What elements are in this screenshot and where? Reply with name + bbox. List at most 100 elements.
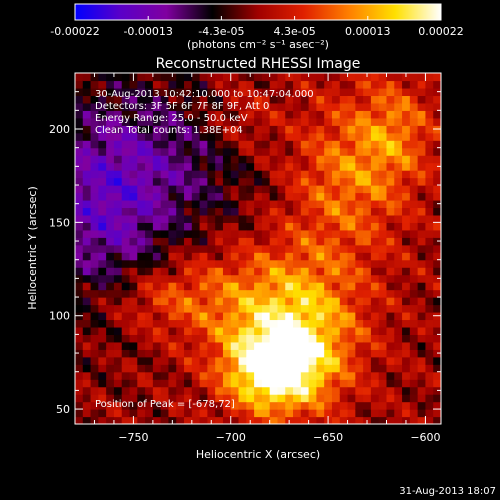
heatmap-cell (137, 289, 146, 298)
heatmap-cell (98, 185, 107, 194)
heatmap-cell (293, 102, 302, 111)
heatmap-cell (215, 252, 224, 261)
heatmap-cell (129, 244, 138, 253)
heatmap-cell (339, 95, 349, 104)
heatmap-cell (176, 177, 185, 186)
heatmap-cell (82, 80, 92, 89)
heatmap-cell (230, 87, 240, 97)
heatmap-cell (417, 162, 427, 171)
heatmap-cell (160, 334, 170, 343)
heatmap-cell (199, 341, 208, 350)
heatmap-cell (417, 125, 427, 134)
heatmap-cell (215, 95, 224, 104)
heatmap-cell (246, 73, 255, 82)
heatmap-cell (425, 162, 434, 171)
heatmap-cell (425, 282, 434, 291)
heatmap-cell (168, 132, 177, 141)
heatmap-cell (378, 304, 388, 313)
heatmap-cell (347, 102, 356, 111)
heatmap-cell (355, 311, 364, 321)
heatmap-cell (285, 192, 294, 201)
heatmap-cell (308, 311, 318, 321)
heatmap-cell (363, 267, 372, 276)
heatmap-cell (394, 289, 403, 298)
heatmap-cell (106, 282, 115, 291)
heatmap-cell (277, 371, 286, 380)
heatmap-cell (199, 132, 208, 141)
heatmap-cell (176, 267, 185, 276)
heatmap-cell (370, 140, 380, 149)
heatmap-cell (417, 356, 427, 365)
heatmap-cell (370, 117, 380, 126)
heatmap-cell (402, 356, 411, 365)
heatmap-cell (316, 416, 325, 424)
heatmap-cell (433, 401, 441, 410)
heatmap-cell (152, 416, 162, 424)
heatmap-cell (152, 409, 162, 418)
heatmap-cell (378, 259, 388, 268)
heatmap-cell (300, 244, 310, 253)
heatmap-cell (355, 401, 364, 410)
heatmap-cell (417, 87, 427, 97)
heatmap-cell (261, 185, 271, 194)
heatmap-cell (300, 222, 310, 231)
heatmap-cell (261, 117, 271, 126)
heatmap-cell (363, 252, 372, 261)
heatmap-cell (300, 341, 310, 350)
heatmap-cell (222, 207, 232, 216)
heatmap-cell (184, 356, 193, 365)
heatmap-cell (176, 379, 185, 388)
heatmap-cell (222, 252, 232, 261)
heatmap-cell (121, 409, 131, 418)
heatmap-cell (254, 274, 263, 283)
heatmap-cell (152, 207, 162, 216)
heatmap-cell (90, 237, 99, 246)
heatmap-cell (324, 394, 333, 403)
heatmap-cell (355, 185, 364, 194)
heatmap-cell (378, 229, 388, 238)
heatmap-cell (269, 274, 279, 283)
heatmap-cell (285, 259, 294, 268)
heatmap-cell (230, 341, 240, 350)
heatmap-cell (121, 102, 131, 111)
heatmap-cell (215, 237, 224, 246)
heatmap-cell (339, 185, 349, 194)
heatmap-cell (75, 185, 84, 194)
heatmap-cell (82, 274, 92, 283)
heatmap-cell (230, 267, 240, 276)
heatmap-cell (285, 341, 294, 350)
heatmap-cell (378, 117, 388, 126)
heatmap-cell (277, 95, 286, 104)
heatmap-cell (308, 364, 318, 373)
heatmap-cell (98, 274, 107, 283)
heatmap-cell (316, 252, 325, 261)
heatmap-cell (207, 185, 216, 194)
heatmap-cell (207, 237, 216, 246)
heatmap-cell (160, 289, 170, 298)
heatmap-cell (316, 289, 325, 298)
heatmap-cell (370, 416, 380, 424)
heatmap-cell (308, 386, 318, 395)
heatmap-cell (106, 95, 115, 104)
heatmap-cell (433, 147, 441, 156)
heatmap-cell (425, 252, 434, 261)
heatmap-cell (129, 326, 138, 335)
heatmap-cell (184, 207, 193, 216)
heatmap-cell (324, 289, 333, 298)
heatmap-cell (191, 185, 201, 194)
heatmap-cell (121, 170, 131, 179)
heatmap-cell (316, 341, 325, 350)
heatmap-cell (363, 297, 372, 306)
heatmap-cell (308, 252, 318, 261)
heatmap-cell (145, 252, 154, 261)
heatmap-cell (113, 147, 123, 156)
heatmap-cell (176, 394, 185, 403)
heatmap-cell (339, 371, 349, 380)
heatmap-cell (199, 117, 208, 126)
heatmap-cell (168, 356, 177, 365)
heatmap-cell (370, 364, 380, 373)
heatmap-cell (277, 341, 286, 350)
heatmap-cell (363, 73, 372, 82)
heatmap-cell (137, 409, 146, 418)
heatmap-cell (145, 304, 154, 313)
